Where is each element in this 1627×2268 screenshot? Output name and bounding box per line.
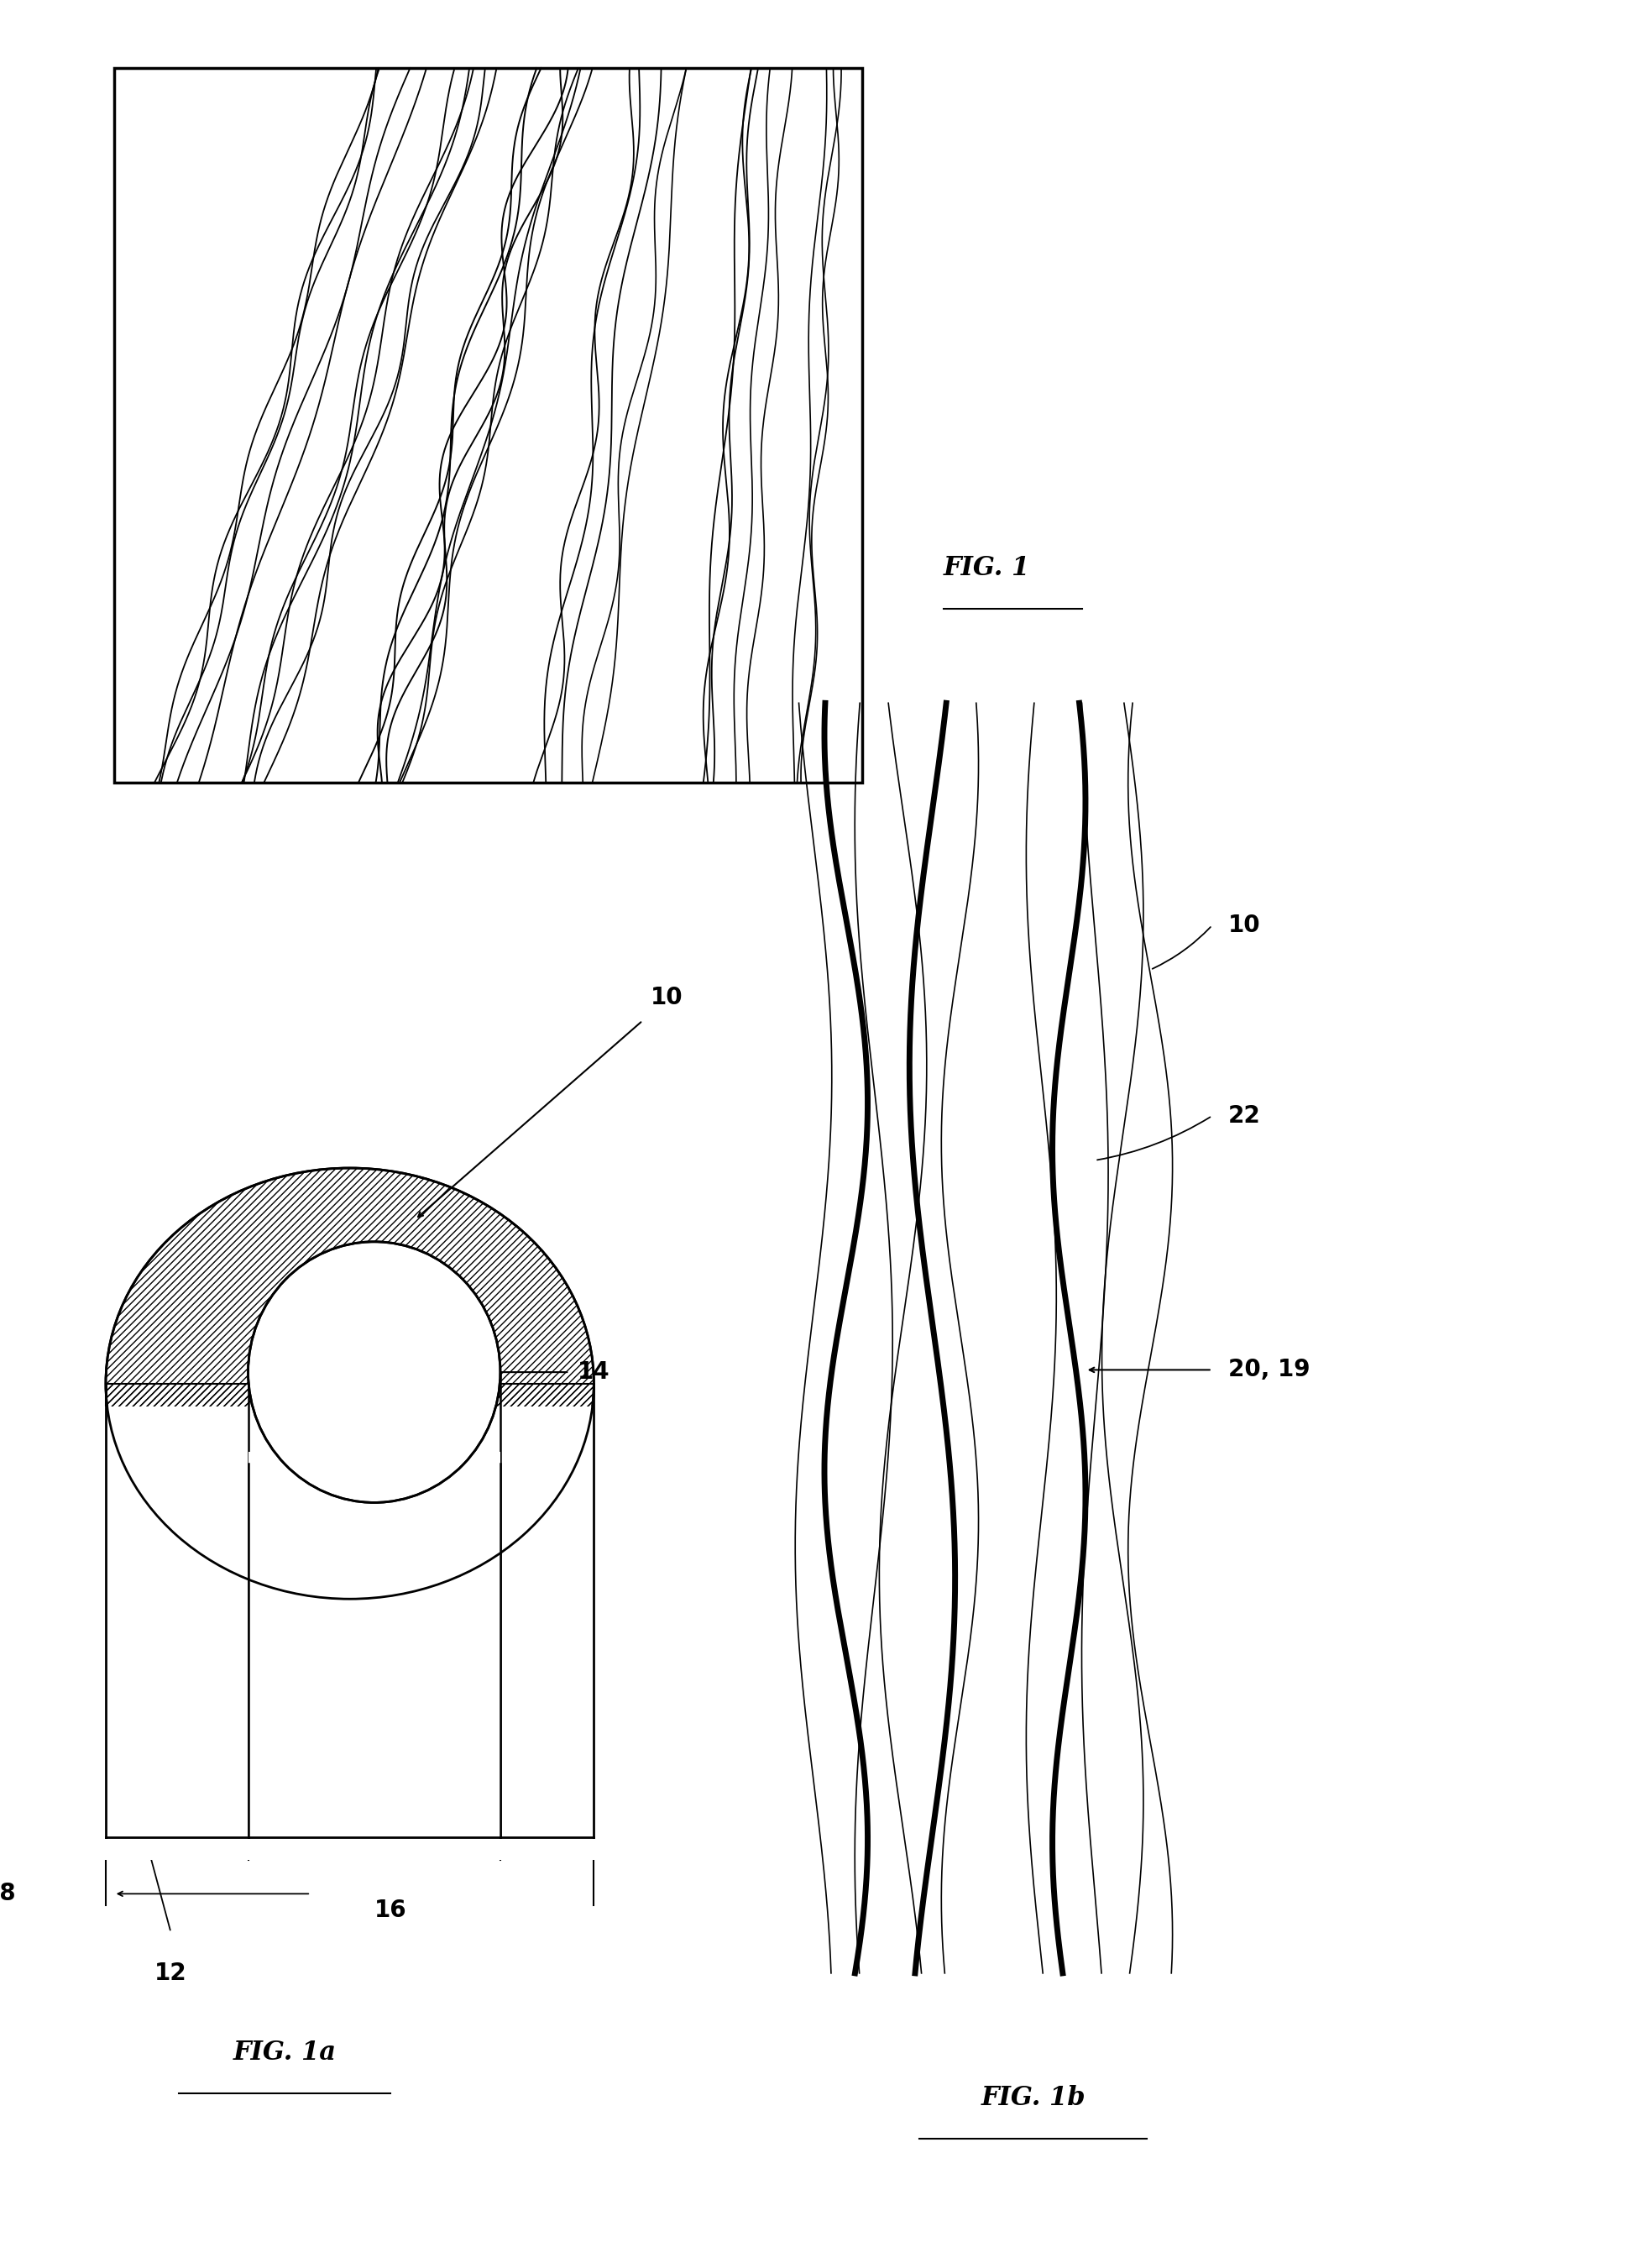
Text: 10: 10	[651, 987, 683, 1009]
Text: FIG. 1a: FIG. 1a	[233, 2039, 337, 2066]
Bar	[114, 68, 862, 782]
Bar	[106, 1383, 594, 1837]
Text: 22: 22	[1228, 1105, 1261, 1127]
Bar	[106, 1383, 594, 1837]
Text: 14: 14	[578, 1361, 610, 1383]
Text: FIG. 1b: FIG. 1b	[981, 2084, 1085, 2112]
Bar	[247, 1452, 499, 1837]
Bar	[89, 1406, 610, 1860]
Text: 10: 10	[1228, 914, 1261, 937]
Bar	[106, 1383, 594, 1837]
Ellipse shape	[247, 1243, 499, 1501]
Text: 12: 12	[155, 1962, 187, 1984]
Text: 16: 16	[374, 1898, 407, 1921]
Text: 20, 19: 20, 19	[1228, 1359, 1310, 1381]
Text: FIG. 1: FIG. 1	[944, 556, 1030, 581]
Text: 18: 18	[0, 1882, 16, 1905]
